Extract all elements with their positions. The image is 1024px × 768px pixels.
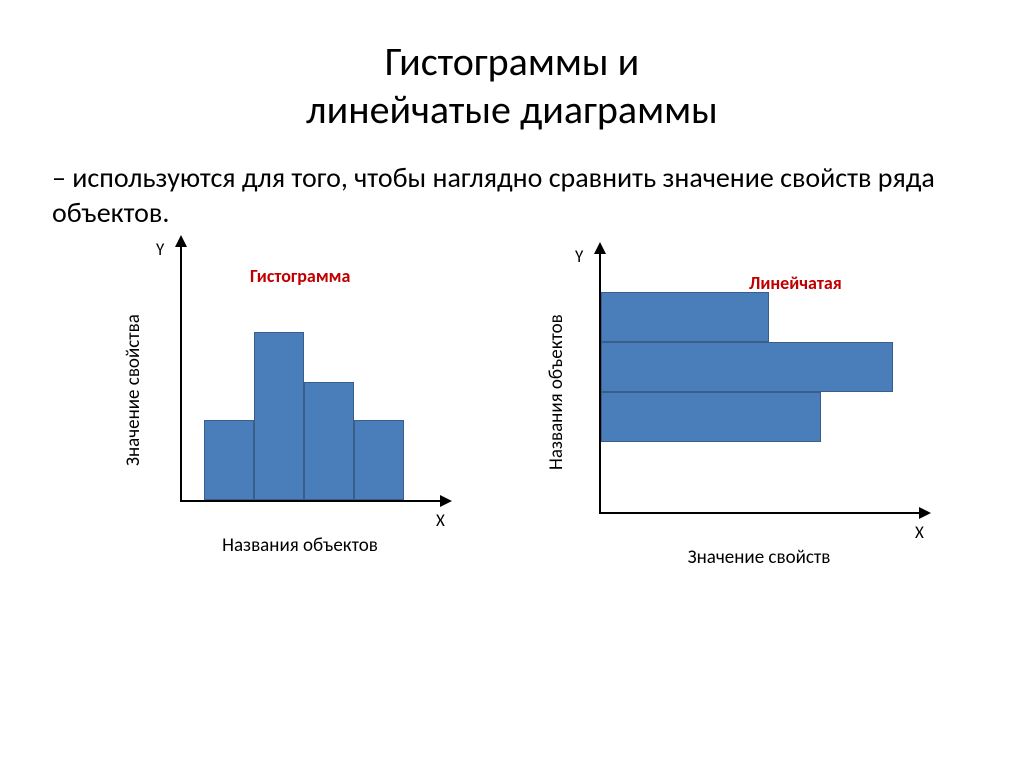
y-axis-arrow-icon: [175, 235, 187, 247]
y-axis-label: Y: [156, 239, 164, 260]
subtitle-text: – используются для того, чтобы наглядно …: [0, 134, 1024, 230]
histogram-chart: Гистограмма Y X Значение свойства Названия о…: [110, 242, 470, 582]
x-axis-title: Названия объектов: [190, 534, 410, 557]
y-axis-arrow-icon: [594, 242, 606, 254]
histogram-bar: [204, 420, 254, 500]
x-axis-arrow-icon: [919, 507, 931, 519]
barchart-bar: [601, 292, 769, 342]
x-axis: [599, 512, 919, 514]
x-axis-title: Значение свойств: [649, 546, 869, 569]
histogram-bar: [354, 420, 404, 500]
title-line-2: линейчатые диаграммы: [306, 85, 718, 134]
y-axis: [180, 245, 182, 500]
y-axis-title: Названия объектов: [545, 292, 568, 492]
histogram-label: Гистограмма: [250, 265, 350, 287]
y-axis-title: Значение свойства: [122, 290, 145, 490]
barchart-chart: Линейчатая Y X Названия объектов Значение св…: [534, 242, 954, 582]
page-title: Гистограммы и линейчатые диаграммы: [0, 0, 1024, 134]
x-axis: [180, 500, 440, 502]
x-axis-arrow-icon: [440, 495, 452, 507]
charts-row: Гистограмма Y X Значение свойства Названия о…: [0, 242, 1024, 582]
x-axis-label: X: [915, 522, 924, 543]
barchart-bar: [601, 392, 821, 442]
slide: Гистограммы и линейчатые диаграммы – исп…: [0, 0, 1024, 768]
y-axis-label: Y: [575, 246, 583, 267]
histogram-bar: [254, 332, 304, 500]
barchart-label: Линейчатая: [749, 272, 842, 294]
title-line-1: Гистограммы и: [385, 37, 639, 86]
barchart-bar: [601, 342, 893, 392]
x-axis-label: X: [436, 510, 445, 531]
histogram-bar: [304, 382, 354, 500]
